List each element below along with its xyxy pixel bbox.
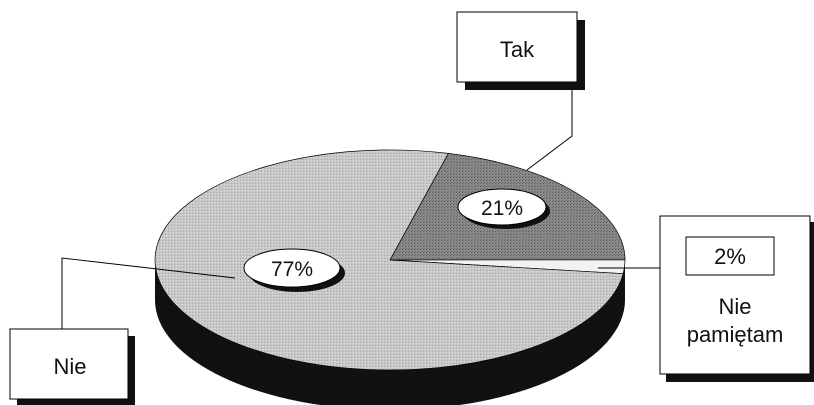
callout-nie-pamietam-line2: pamiętam: [687, 322, 784, 347]
value-text-21: 21%: [481, 197, 523, 220]
value-text-77: 77%: [271, 258, 313, 281]
callout-nie-pamietam-line1: Nie: [718, 294, 751, 319]
callout-nie: Nie: [9, 328, 135, 405]
callout-2-value: 2%: [714, 244, 746, 269]
value-label-77: 77%: [243, 248, 345, 292]
value-label-21: 21%: [457, 188, 550, 229]
callout-tak: Tak: [456, 11, 585, 90]
slice-nie: [154, 149, 624, 371]
callout-nie-label: Nie: [53, 354, 86, 379]
pie-side: [155, 260, 625, 405]
callout-tak-label: Tak: [500, 37, 535, 62]
leader-line-tak: [526, 80, 573, 171]
callout-nie-pamietam: 2% Nie pamiętam: [659, 215, 814, 382]
leader-line-nie: [61, 257, 236, 336]
